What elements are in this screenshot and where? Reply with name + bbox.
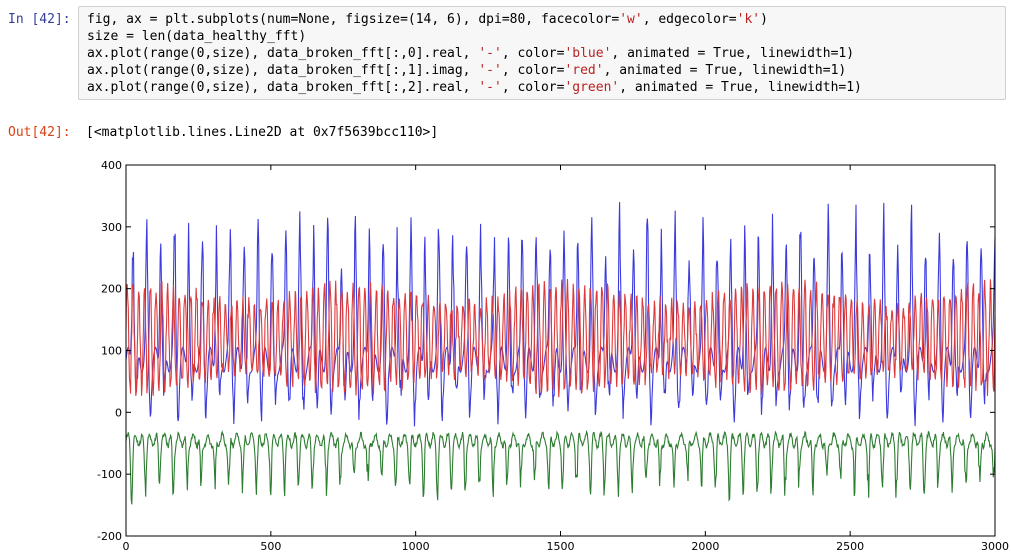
series-line-0	[125, 202, 996, 427]
code-string-token: 'blue'	[564, 46, 612, 61]
code-line: ax.plot(range(0,size), data_broken_fft[:…	[87, 62, 862, 79]
code-token: ax.plot(range(0,size), data_broken_fft[:…	[87, 80, 479, 95]
x-tick-label: 0	[123, 540, 130, 553]
code-input-area[interactable]: fig, ax = plt.subplots(num=None, figsize…	[78, 6, 1006, 100]
y-tick-label: 0	[115, 406, 122, 419]
x-tick-label: 2500	[836, 540, 864, 553]
code-string-token: '-'	[478, 80, 502, 95]
code-token: , color=	[501, 46, 565, 61]
code-string-token: '-'	[478, 46, 502, 61]
code-token: , edgecolor=	[642, 12, 737, 27]
y-tick-label: 300	[101, 221, 122, 234]
code-editor[interactable]: fig, ax = plt.subplots(num=None, figsize…	[87, 11, 862, 96]
code-token: ax.plot(range(0,size), data_broken_fft[:…	[87, 46, 479, 61]
line-chart: 0 500 1000 1500 2000 2500 3000 -200 -100 0 100 200 3…	[97, 159, 1009, 553]
series-line-1	[125, 278, 996, 398]
x-tick-label: 500	[260, 540, 281, 553]
y-tick-label: -200	[97, 530, 122, 543]
code-string-token: 'red'	[564, 63, 604, 78]
code-line: ax.plot(range(0,size), data_broken_fft[:…	[87, 79, 862, 96]
code-string-token: 'k'	[736, 12, 761, 27]
code-token: fig, ax = plt.subplots(num=None, figsize…	[87, 12, 620, 27]
code-token: , animated = True, linewidth=1)	[619, 80, 862, 95]
code-token: , animated = True, linewidth=1)	[603, 63, 847, 78]
input-prompt: In [42]:	[8, 12, 71, 27]
y-tick-label: 200	[101, 283, 122, 296]
series-line-2	[125, 429, 996, 505]
x-tick-label: 1000	[402, 540, 430, 553]
code-token: )	[760, 12, 768, 27]
output-text: [<matplotlib.lines.Line2D at 0x7f5639bcc…	[86, 125, 439, 140]
code-string-token: 'w'	[619, 12, 643, 27]
code-line: size = len(data_healthy_fft)	[87, 28, 862, 45]
y-tick-label: -100	[97, 468, 122, 481]
x-tick-label: 2000	[691, 540, 719, 553]
code-token: , animated = True, linewidth=1)	[611, 46, 855, 61]
code-token: , color=	[501, 63, 565, 78]
y-tick-label: 400	[101, 159, 122, 172]
code-token: ax.plot(range(0,size), data_broken_fft[:…	[87, 63, 479, 78]
x-tick-label: 1500	[547, 540, 575, 553]
output-prompt: Out[42]:	[8, 125, 71, 140]
y-tick-label: 100	[101, 345, 122, 358]
code-token: , color=	[501, 80, 565, 95]
code-string-token: 'green'	[564, 80, 620, 95]
x-tick-label: 3000	[981, 540, 1009, 553]
code-line: fig, ax = plt.subplots(num=None, figsize…	[87, 11, 862, 28]
code-string-token: '-'	[478, 63, 502, 78]
code-line: ax.plot(range(0,size), data_broken_fft[:…	[87, 45, 862, 62]
code-token: size = len(data_healthy_fft)	[87, 29, 307, 44]
